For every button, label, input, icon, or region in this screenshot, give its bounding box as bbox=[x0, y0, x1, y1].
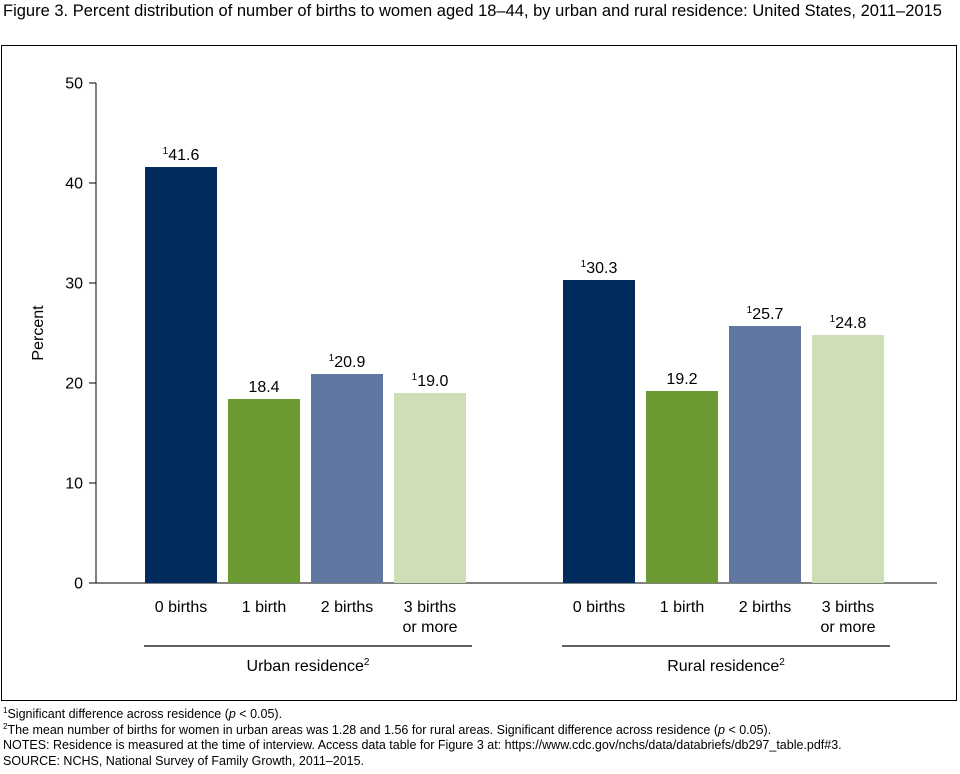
data-label: 125.7 bbox=[747, 305, 784, 323]
data-label: 119.0 bbox=[412, 372, 449, 390]
data-label: 130.3 bbox=[581, 259, 618, 277]
y-tick-label: 0 bbox=[74, 576, 83, 593]
x-tick-label: 3 births bbox=[404, 599, 456, 616]
data-label: 124.8 bbox=[830, 314, 867, 332]
group-label: Urban residence2 bbox=[247, 657, 370, 675]
bar bbox=[394, 393, 466, 583]
bar bbox=[228, 399, 300, 583]
bar bbox=[145, 167, 217, 583]
y-tick-label: 30 bbox=[65, 276, 83, 293]
y-axis-title: Percent bbox=[30, 305, 47, 361]
y-tick-label: 20 bbox=[65, 376, 83, 393]
notes-text: NOTES: Residence is measured at the time… bbox=[3, 738, 842, 752]
x-tick-label: 0 births bbox=[155, 599, 207, 616]
group-label: Rural residence2 bbox=[667, 657, 785, 675]
x-tick-label: 3 births bbox=[822, 599, 874, 616]
chart-frame: 0 10 20 30 40 50 Percent 141.6 0 births 18.4 1 bir… bbox=[1, 45, 957, 701]
bar-chart: 0 10 20 30 40 50 Percent 141.6 0 births 18.4 1 bir… bbox=[30, 76, 937, 675]
bar bbox=[563, 280, 635, 583]
bar bbox=[729, 326, 801, 583]
y-tick-label: 40 bbox=[65, 176, 83, 193]
footnote-1: 1Significant difference across residence… bbox=[3, 706, 283, 722]
data-label: 120.9 bbox=[329, 353, 366, 371]
x-tick-label: 2 births bbox=[321, 599, 373, 616]
data-label: 18.4 bbox=[248, 379, 279, 396]
y-tick-label: 10 bbox=[65, 476, 83, 493]
bar bbox=[646, 391, 718, 583]
figure-title: Figure 3. Percent distribution of number… bbox=[3, 2, 942, 20]
x-tick-label: 1 birth bbox=[660, 599, 704, 616]
y-tick-label: 50 bbox=[65, 76, 83, 93]
x-tick-label: 2 births bbox=[739, 599, 791, 616]
data-label: 19.2 bbox=[666, 371, 697, 388]
data-label: 141.6 bbox=[163, 146, 200, 164]
source-text: SOURCE: NCHS, National Survey of Family … bbox=[3, 753, 365, 768]
footnote-2: 2The mean number of births for women in … bbox=[3, 721, 772, 737]
x-tick-label: or more bbox=[820, 619, 875, 636]
x-tick-label: 1 birth bbox=[242, 599, 286, 616]
bar bbox=[311, 374, 383, 583]
footnotes: 1Significant difference across residence… bbox=[3, 707, 958, 769]
bar bbox=[812, 335, 884, 583]
x-tick-label: 0 births bbox=[573, 599, 625, 616]
x-tick-label: or more bbox=[402, 619, 457, 636]
